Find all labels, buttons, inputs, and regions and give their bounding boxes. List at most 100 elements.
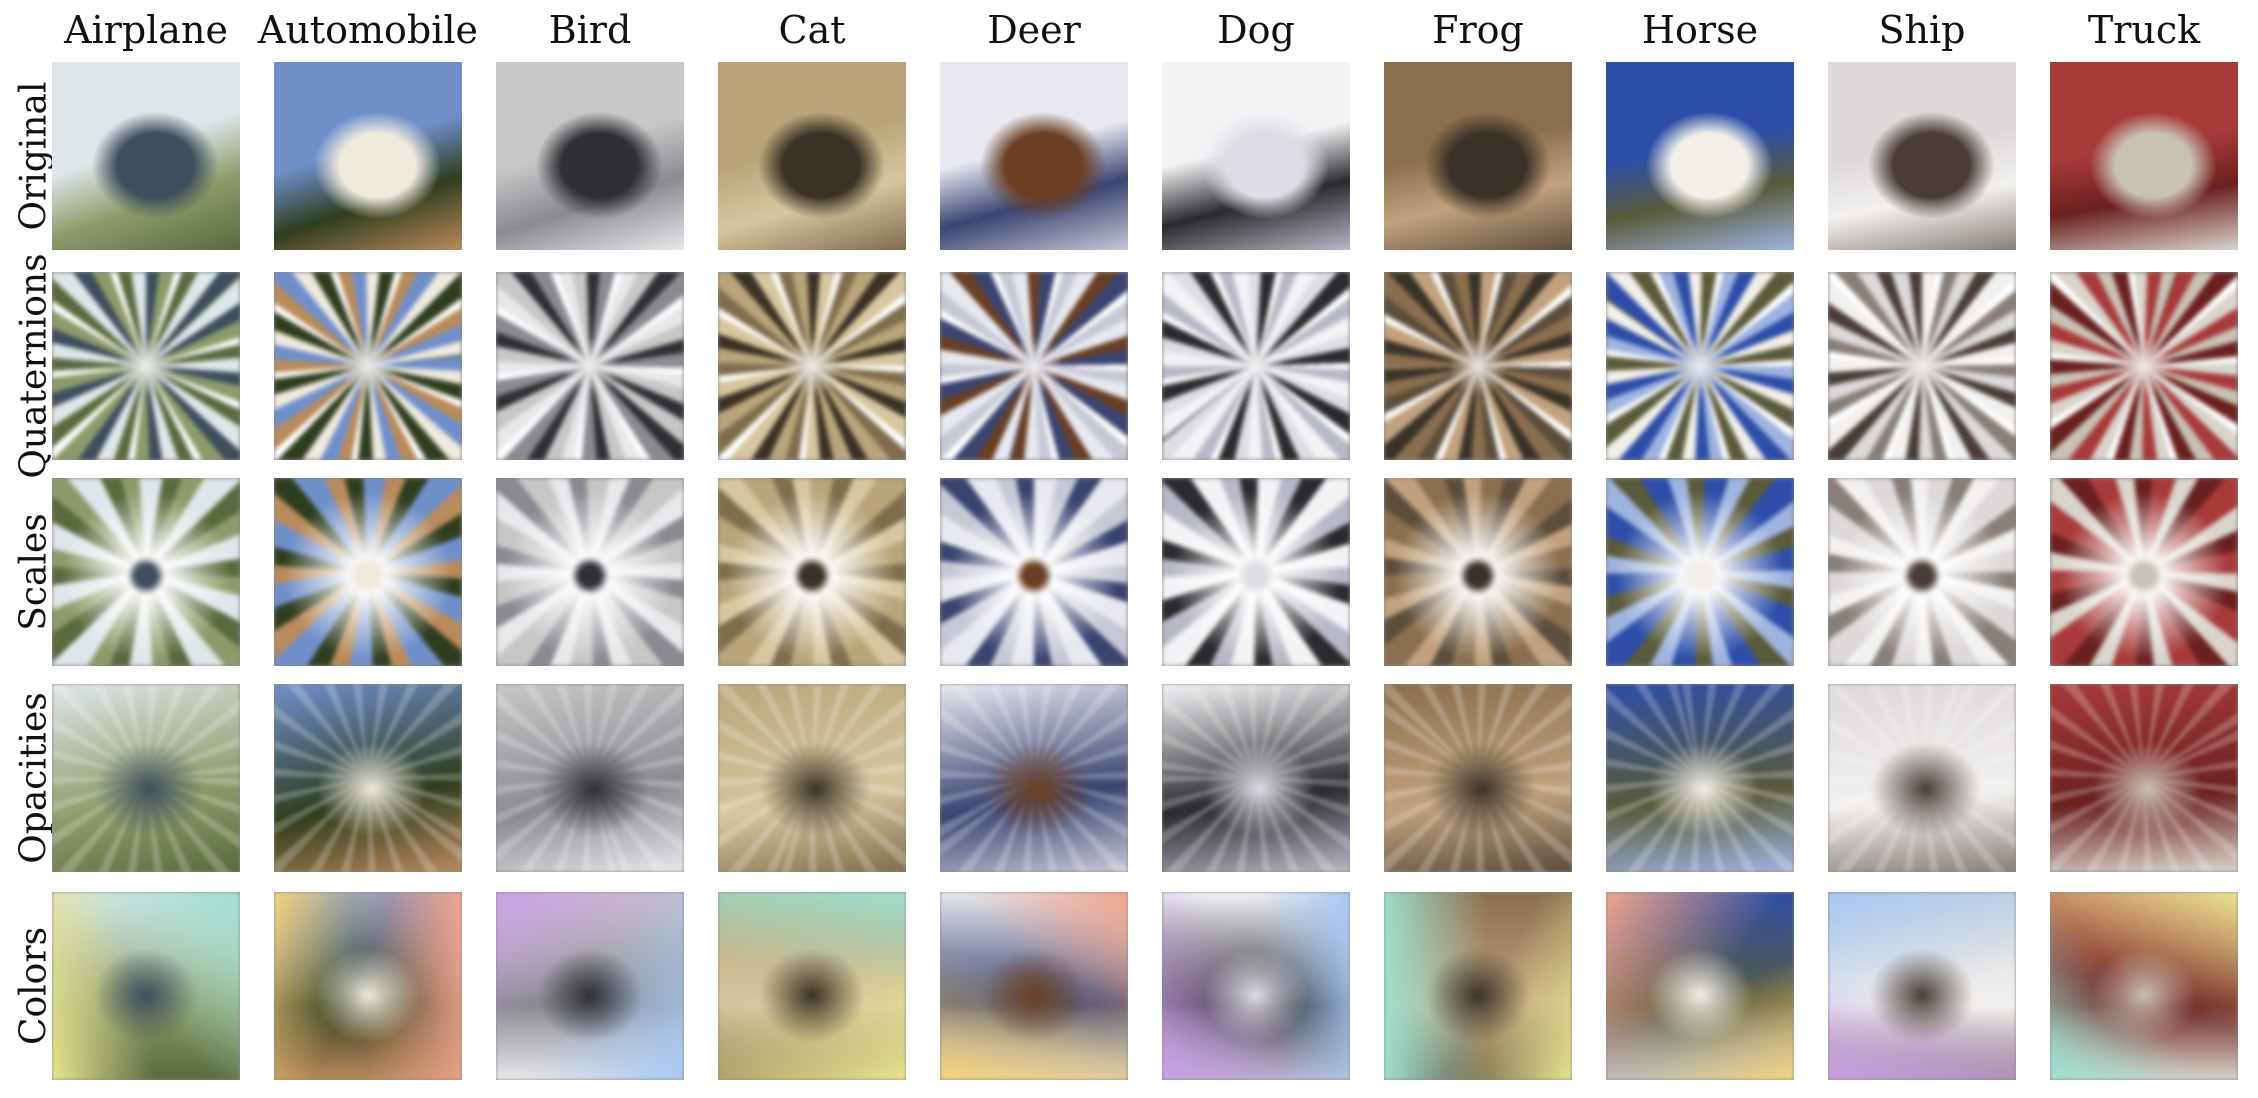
image-original-truck [2050,62,2238,250]
image-content [52,62,240,250]
image-content [2050,684,2238,872]
image-scales-frog [1384,478,1572,666]
image-opacities-frog [1384,684,1572,872]
image-original-horse [1606,62,1794,250]
image-quaternions-truck [2050,272,2238,460]
image-content [1384,892,1572,1080]
column-label-frog: Frog [1432,8,1524,52]
image-original-deer [940,62,1128,250]
image-content [718,62,906,250]
image-opacities-horse [1606,684,1794,872]
image-opacities-truck [2050,684,2238,872]
image-content [496,62,684,250]
image-content [1606,684,1794,872]
image-content [940,272,1128,460]
image-colors-dog [1162,892,1350,1080]
image-content [1828,478,2016,666]
image-quaternions-airplane [52,272,240,460]
image-content [1606,892,1794,1080]
image-quaternions-ship [1828,272,2016,460]
image-original-cat [718,62,906,250]
column-label-ship: Ship [1878,8,1966,52]
image-original-frog [1384,62,1572,250]
image-colors-ship [1828,892,2016,1080]
image-content [1384,684,1572,872]
image-colors-horse [1606,892,1794,1080]
image-content [1384,272,1572,460]
image-opacities-deer [940,684,1128,872]
image-content [274,272,462,460]
column-label-dog: Dog [1217,8,1295,52]
row-label-original: Original [13,81,55,231]
image-content [496,478,684,666]
image-colors-deer [940,892,1128,1080]
image-content [52,892,240,1080]
image-scales-automobile [274,478,462,666]
row-label-opacities: Opacities [13,692,55,864]
image-content [718,892,906,1080]
image-content [1384,478,1572,666]
image-content [496,892,684,1080]
column-label-bird: Bird [548,8,632,52]
image-opacities-airplane [52,684,240,872]
image-content [52,478,240,666]
image-original-automobile [274,62,462,250]
image-content [940,892,1128,1080]
image-scales-bird [496,478,684,666]
row-label-quaternions: Quaternions [13,253,55,479]
image-content [1828,62,2016,250]
image-colors-truck [2050,892,2238,1080]
image-content [1828,892,2016,1080]
image-content [1162,478,1350,666]
image-content [1606,62,1794,250]
column-label-horse: Horse [1641,8,1759,52]
image-content [2050,478,2238,666]
image-content [2050,62,2238,250]
image-content [2050,272,2238,460]
image-content [52,272,240,460]
image-colors-airplane [52,892,240,1080]
column-label-truck: Truck [2087,8,2201,52]
row-label-scales: Scales [13,513,55,631]
image-content [940,478,1128,666]
image-content [718,478,906,666]
image-content [718,272,906,460]
image-quaternions-dog [1162,272,1350,460]
image-original-dog [1162,62,1350,250]
image-content [1606,478,1794,666]
image-quaternions-cat [718,272,906,460]
image-colors-bird [496,892,684,1080]
image-opacities-automobile [274,684,462,872]
image-original-bird [496,62,684,250]
image-scales-truck [2050,478,2238,666]
image-content [1162,272,1350,460]
image-content [52,684,240,872]
image-scales-dog [1162,478,1350,666]
image-scales-cat [718,478,906,666]
image-content [274,62,462,250]
column-label-airplane: Airplane [64,8,228,52]
column-label-automobile: Automobile [257,8,479,52]
image-content [496,272,684,460]
image-quaternions-frog [1384,272,1572,460]
image-content [1162,684,1350,872]
image-scales-ship [1828,478,2016,666]
image-content [274,684,462,872]
image-quaternions-automobile [274,272,462,460]
image-quaternions-bird [496,272,684,460]
image-colors-automobile [274,892,462,1080]
image-scales-airplane [52,478,240,666]
column-label-deer: Deer [987,8,1081,52]
image-content [2050,892,2238,1080]
image-content [1162,62,1350,250]
image-scales-deer [940,478,1128,666]
image-colors-frog [1384,892,1572,1080]
image-content [1606,272,1794,460]
image-quaternions-horse [1606,272,1794,460]
image-original-ship [1828,62,2016,250]
image-opacities-dog [1162,684,1350,872]
image-opacities-bird [496,684,684,872]
image-content [274,478,462,666]
image-content [1828,684,2016,872]
